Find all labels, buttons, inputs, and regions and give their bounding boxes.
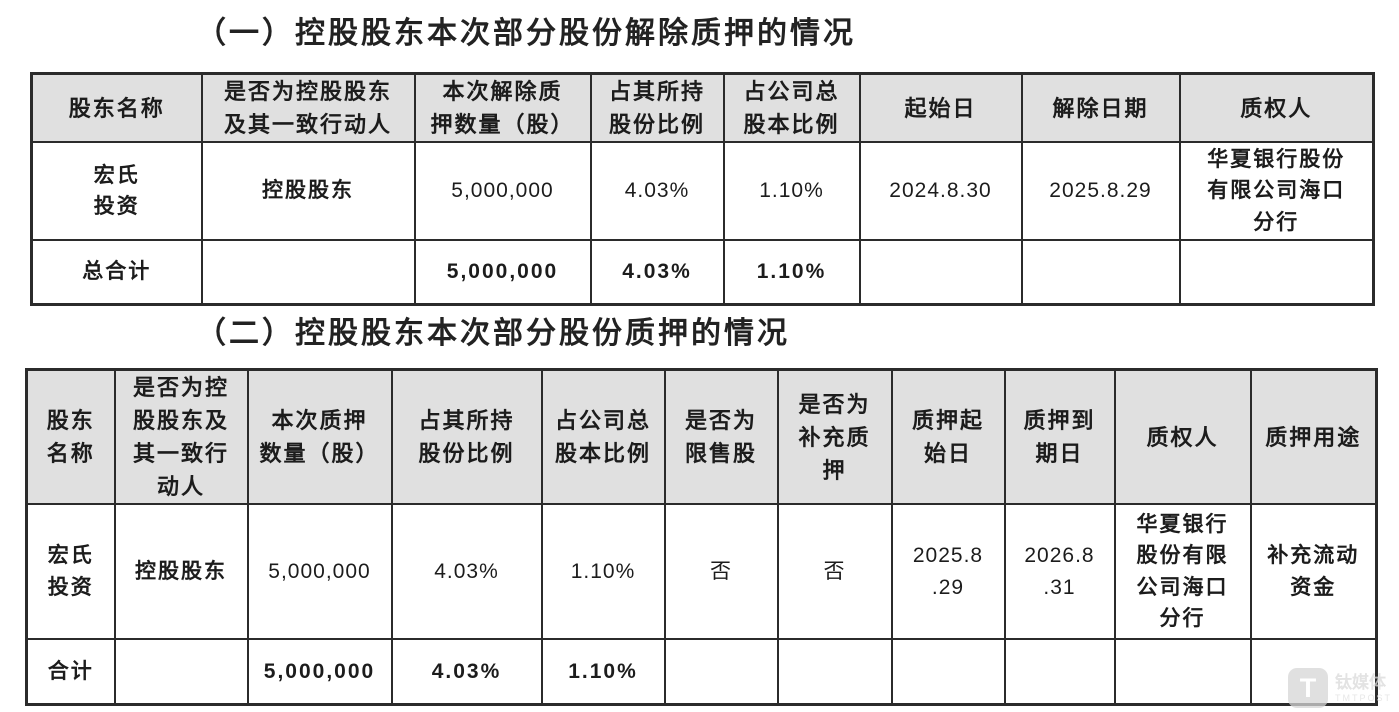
t2-header-pledgee: 质权人 [1113, 368, 1252, 505]
t1-total-cell [1178, 239, 1375, 305]
t2-total-cell [1113, 638, 1252, 705]
section2-title: （二）控股股东本次部分股份质押的情况 [196, 317, 790, 350]
t2-cell-shareholder: 宏氏 投资 [25, 503, 116, 640]
t2-cell-pledged-qty: 5,000,000 [246, 503, 393, 640]
t2-cell-pledgee: 华夏银行 股份有限 公司海口 分行 [1113, 503, 1252, 640]
t1-header-pct-of-total: 占公司总 股本比例 [722, 72, 861, 143]
release-of-pledge-table: 股东名称 是否为控股股东 及其一致行动人 本次解除质 押数量（股） 占其所持 股… [30, 72, 1375, 306]
t2-cell-restricted: 否 [663, 503, 779, 640]
t2-cell-purpose: 补充流动 资金 [1249, 503, 1378, 640]
t1-header-pct-of-held: 占其所持 股份比例 [589, 72, 725, 143]
t2-cell-pct-of-held: 4.03% [390, 503, 543, 640]
t1-total-cell [858, 239, 1023, 305]
t2-total-cell [776, 638, 893, 705]
t2-total-row: 合计 5,000,000 4.03% 1.10% [25, 638, 1378, 705]
t2-total-cell [663, 638, 779, 705]
t2-header-end-date: 质押到 期日 [1003, 368, 1116, 505]
t1-header-shareholder: 股东名称 [30, 72, 203, 143]
t1-data-row: 宏氏 投资 控股股东 5,000,000 4.03% 1.10% 2024.8.… [30, 141, 1375, 241]
t1-cell-controlling: 控股股东 [200, 141, 416, 241]
t2-total-pct-of-total: 1.10% [540, 638, 666, 705]
t2-total-cell [113, 638, 249, 705]
tmtpost-logo-icon: T [1288, 668, 1328, 708]
t2-header-purpose: 质押用途 [1249, 368, 1378, 505]
t2-total-cell [1003, 638, 1116, 705]
t2-header-shareholder: 股东 名称 [25, 368, 116, 505]
watermark-text: 钛媒体 TMTPOST [1335, 673, 1392, 703]
t2-header-pct-of-held: 占其所持 股份比例 [390, 368, 543, 505]
t1-cell-pledgee: 华夏银行股份 有限公司海口 分行 [1178, 141, 1375, 241]
t1-total-row: 总合计 5,000,000 4.03% 1.10% [30, 239, 1375, 305]
t2-total-cell [890, 638, 1006, 705]
t2-total-qty: 5,000,000 [246, 638, 393, 705]
t1-cell-released-qty: 5,000,000 [413, 141, 592, 241]
t2-data-row: 宏氏 投资 控股股东 5,000,000 4.03% 1.10% 否 否 202… [25, 503, 1378, 640]
t1-total-qty: 5,000,000 [413, 239, 592, 305]
t2-cell-controlling: 控股股东 [113, 503, 249, 640]
t2-total-label: 合计 [25, 638, 116, 705]
t2-header-pledged-qty: 本次质押 数量（股） [246, 368, 393, 505]
t1-header-controlling: 是否为控股股东 及其一致行动人 [200, 72, 416, 143]
t2-cell-start-date: 2025.8 .29 [890, 503, 1006, 640]
t1-total-pct-of-held: 4.03% [589, 239, 725, 305]
t2-header-row: 股东 名称 是否为控 股股东及 其一致行 动人 本次质押 数量（股） 占其所持 … [25, 368, 1378, 505]
t1-header-released-qty: 本次解除质 押数量（股） [413, 72, 592, 143]
t2-header-start-date: 质押起 始日 [890, 368, 1006, 505]
t2-cell-pct-of-total: 1.10% [540, 503, 666, 640]
new-pledge-table: 股东 名称 是否为控 股股东及 其一致行 动人 本次质押 数量（股） 占其所持 … [25, 368, 1378, 706]
t1-header-pledgee: 质权人 [1178, 72, 1375, 143]
section1-title: （一）控股股东本次部分股份解除质押的情况 [196, 17, 856, 50]
t2-header-controlling: 是否为控 股股东及 其一致行 动人 [113, 368, 249, 505]
t1-cell-pct-of-total: 1.10% [722, 141, 861, 241]
t1-cell-pct-of-held: 4.03% [589, 141, 725, 241]
t1-header-release-date: 解除日期 [1020, 72, 1181, 143]
watermark-name: 钛媒体 [1335, 673, 1386, 693]
t2-header-restricted: 是否为 限售股 [663, 368, 779, 505]
tmtpost-watermark: T 钛媒体 TMTPOST [1288, 668, 1392, 708]
t1-header-row: 股东名称 是否为控股股东 及其一致行动人 本次解除质 押数量（股） 占其所持 股… [30, 72, 1375, 143]
t1-total-pct-of-total: 1.10% [722, 239, 861, 305]
t1-cell-start-date: 2024.8.30 [858, 141, 1023, 241]
watermark-subtitle: TMTPOST [1335, 692, 1392, 703]
t1-total-label: 总合计 [30, 239, 203, 305]
t2-total-pct-of-held: 4.03% [390, 638, 543, 705]
t2-cell-supplementary: 否 [776, 503, 893, 640]
t1-total-cell [1020, 239, 1181, 305]
t1-total-cell [200, 239, 416, 305]
t1-cell-release-date: 2025.8.29 [1020, 141, 1181, 241]
t2-header-pct-of-total: 占公司总 股本比例 [540, 368, 666, 505]
t2-cell-end-date: 2026.8 .31 [1003, 503, 1116, 640]
t2-header-supplementary: 是否为 补充质 押 [776, 368, 893, 505]
t1-cell-shareholder: 宏氏 投资 [30, 141, 203, 241]
t1-header-start-date: 起始日 [858, 72, 1023, 143]
